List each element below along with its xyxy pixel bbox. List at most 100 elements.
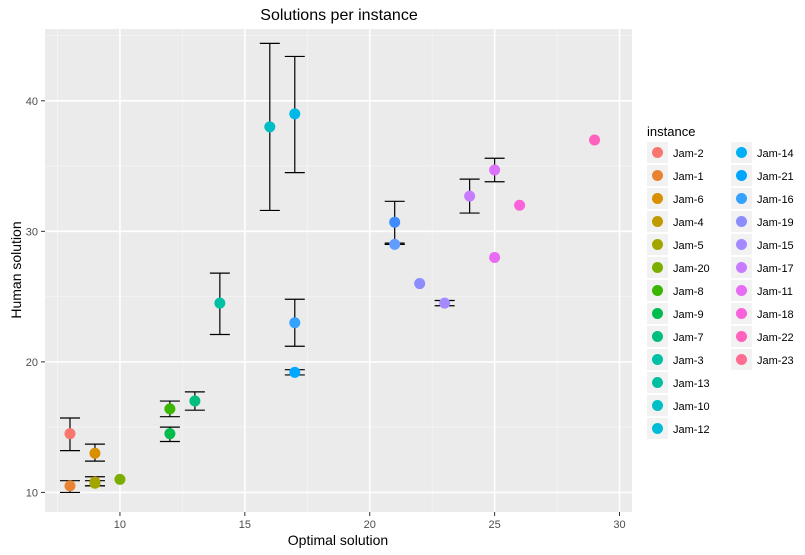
point-jam-18 xyxy=(489,251,501,263)
minor-gridlines xyxy=(45,29,632,512)
y-tick-label: 10 xyxy=(26,487,38,499)
point-jam-16 xyxy=(389,216,401,228)
legend-label: Jam-3 xyxy=(673,355,704,367)
x-tick-label: 20 xyxy=(364,519,376,531)
point-jam-22 xyxy=(514,199,526,211)
legend-label: Jam-4 xyxy=(673,217,704,229)
legend-label: Jam-5 xyxy=(673,240,704,252)
point-jam-9 xyxy=(164,428,176,440)
legend-label: Jam-9 xyxy=(673,309,704,321)
legend-item-jam-23: Jam-23 xyxy=(731,349,794,370)
y-axis-label: Human solution xyxy=(8,221,24,318)
legend-label: Jam-19 xyxy=(757,217,794,229)
legend-swatch xyxy=(652,354,663,365)
legend-item-jam-19: Jam-19 xyxy=(731,211,794,232)
legend-swatch xyxy=(652,331,663,342)
legend-label: Jam-20 xyxy=(673,263,710,275)
legend-item-jam-4: Jam-4 xyxy=(647,211,704,232)
major-gridlines xyxy=(45,29,632,512)
x-tick-label: 25 xyxy=(488,519,500,531)
point-jam-8 xyxy=(164,403,176,415)
point-jam-10 xyxy=(289,108,301,120)
legend-item-jam-8: Jam-8 xyxy=(647,280,704,301)
legend-label: Jam-10 xyxy=(673,401,710,413)
legend-swatch xyxy=(736,216,747,227)
legend-swatch xyxy=(736,308,747,319)
legend-item-jam-22: Jam-22 xyxy=(731,326,794,347)
legend-swatch xyxy=(652,239,663,250)
point-jam-6 xyxy=(89,447,101,459)
point-jam-17 xyxy=(464,190,476,202)
legend-label: Jam-14 xyxy=(757,148,794,160)
point-jam-23 xyxy=(589,134,601,146)
legend-label: Jam-17 xyxy=(757,263,794,275)
legend-item-jam-17: Jam-17 xyxy=(731,257,794,278)
legend-label: Jam-8 xyxy=(673,286,704,298)
legend-label: Jam-21 xyxy=(757,171,794,183)
y-tick-label: 30 xyxy=(26,226,38,238)
y-tick-label: 40 xyxy=(26,96,38,108)
legend-swatch xyxy=(652,377,663,388)
y-tick-label: 20 xyxy=(26,357,38,369)
legend-swatch xyxy=(652,308,663,319)
point-jam-12 xyxy=(289,366,301,378)
legend-item-jam-13: Jam-13 xyxy=(647,372,710,393)
point-jam-19 xyxy=(414,278,426,290)
legend-label: Jam-18 xyxy=(757,309,794,321)
point-jam-7 xyxy=(189,395,201,407)
legend-swatch xyxy=(652,216,663,227)
legend-swatch xyxy=(652,400,663,411)
point-jam-13 xyxy=(264,121,276,133)
legend-item-jam-18: Jam-18 xyxy=(731,303,794,324)
legend-label: Jam-1 xyxy=(673,171,704,183)
point-jam-21 xyxy=(389,238,401,250)
legend-swatch xyxy=(652,147,663,158)
data-points xyxy=(64,108,601,492)
legend-swatch xyxy=(736,239,747,250)
legend-item-jam-16: Jam-16 xyxy=(731,188,794,209)
legend-item-jam-11: Jam-11 xyxy=(731,280,793,301)
legend-item-jam-9: Jam-9 xyxy=(647,303,704,324)
point-jam-3 xyxy=(214,297,226,309)
legend-swatch xyxy=(736,285,747,296)
legend-item-jam-14: Jam-14 xyxy=(731,142,794,163)
x-tick-label: 15 xyxy=(239,519,251,531)
legend-swatch xyxy=(652,285,663,296)
legend-item-jam-2: Jam-2 xyxy=(647,142,704,163)
legend-label: Jam-22 xyxy=(757,332,794,344)
legend-item-jam-10: Jam-10 xyxy=(647,395,710,416)
legend-title: instance xyxy=(647,124,695,139)
legend-item-jam-12: Jam-12 xyxy=(647,418,710,439)
legend-item-jam-7: Jam-7 xyxy=(647,326,704,347)
legend-label: Jam-16 xyxy=(757,194,794,206)
x-axis-label: Optimal solution xyxy=(288,532,388,548)
x-tick-label: 30 xyxy=(613,519,625,531)
legend-swatch xyxy=(736,331,747,342)
legend-label: Jam-6 xyxy=(673,194,704,206)
legend-swatch xyxy=(652,170,663,181)
legend-label: Jam-23 xyxy=(757,355,794,367)
legend-item-jam-1: Jam-1 xyxy=(647,165,704,186)
y-axis-ticks: 10 20 30 40 xyxy=(26,96,45,499)
legend-swatch xyxy=(652,262,663,273)
legend-swatch xyxy=(652,193,663,204)
legend-item-jam-5: Jam-5 xyxy=(647,234,704,255)
point-jam-20 xyxy=(114,473,126,485)
legend-label: Jam-7 xyxy=(673,332,704,344)
legend-label: Jam-2 xyxy=(673,148,704,160)
point-jam-11 xyxy=(489,164,501,176)
plot-panel xyxy=(45,29,632,512)
legend-label: Jam-11 xyxy=(757,286,793,298)
x-tick-label: 10 xyxy=(114,519,126,531)
point-jam-14 xyxy=(289,317,301,329)
legend-label: Jam-12 xyxy=(673,424,710,436)
legend-swatch xyxy=(736,262,747,273)
x-axis-ticks: 10 15 20 25 30 xyxy=(114,512,626,531)
legend-swatch xyxy=(736,147,747,158)
legend-swatch xyxy=(736,170,747,181)
legend-swatch xyxy=(736,354,747,365)
chart-title: Solutions per instance xyxy=(260,7,418,24)
legend-swatch xyxy=(652,423,663,434)
point-jam-5 xyxy=(89,477,101,489)
